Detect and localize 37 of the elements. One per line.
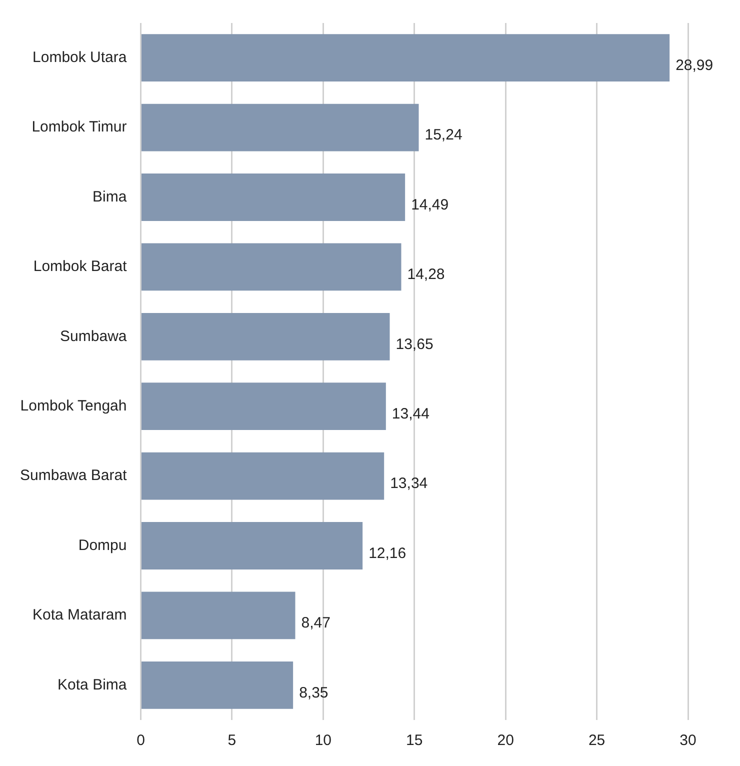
x-tick-label: 25	[588, 732, 606, 750]
data-label: 12,16	[368, 544, 406, 562]
data-label: 8,35	[299, 684, 328, 702]
data-label: 8,47	[301, 614, 330, 632]
bar	[141, 661, 294, 709]
y-tick-label: Lombok Barat	[33, 258, 128, 276]
x-tick-label: 30	[680, 732, 696, 750]
bar	[141, 382, 386, 430]
bar	[141, 312, 390, 360]
y-tick-label: Lombok Timur	[32, 118, 127, 136]
data-label: 28,99	[676, 56, 714, 74]
y-tick-label: Dompu	[78, 536, 127, 554]
y-tick-label: Kota Mataram	[32, 606, 127, 624]
x-tick-label: 0	[136, 732, 145, 750]
data-label: 14,28	[407, 266, 445, 284]
data-label: 15,24	[424, 126, 462, 144]
x-tick-label: 20	[497, 732, 514, 750]
y-tick-label: Lombok Utara	[32, 48, 128, 66]
bar	[141, 592, 296, 640]
data-label: 14,49	[411, 196, 449, 214]
y-tick-label: Lombok Tengah	[20, 397, 127, 414]
y-tick-label: Kota Bima	[58, 676, 128, 694]
x-tick-label: 5	[228, 732, 236, 750]
data-label: 13,65	[396, 336, 434, 353]
y-tick-label: Bima	[92, 188, 128, 206]
bar	[141, 452, 384, 500]
bar	[141, 522, 363, 570]
bar	[141, 243, 402, 291]
data-label: 13,34	[390, 475, 428, 492]
bar	[141, 104, 419, 152]
x-tick-label: 10	[314, 732, 332, 750]
bar	[141, 174, 406, 221]
y-tick-label: Sumbawa	[60, 328, 128, 345]
x-tick-label: 15	[406, 732, 423, 750]
data-label: 13,44	[392, 405, 430, 422]
bar	[141, 34, 670, 82]
y-tick-label: Sumbawa Barat	[20, 467, 128, 484]
